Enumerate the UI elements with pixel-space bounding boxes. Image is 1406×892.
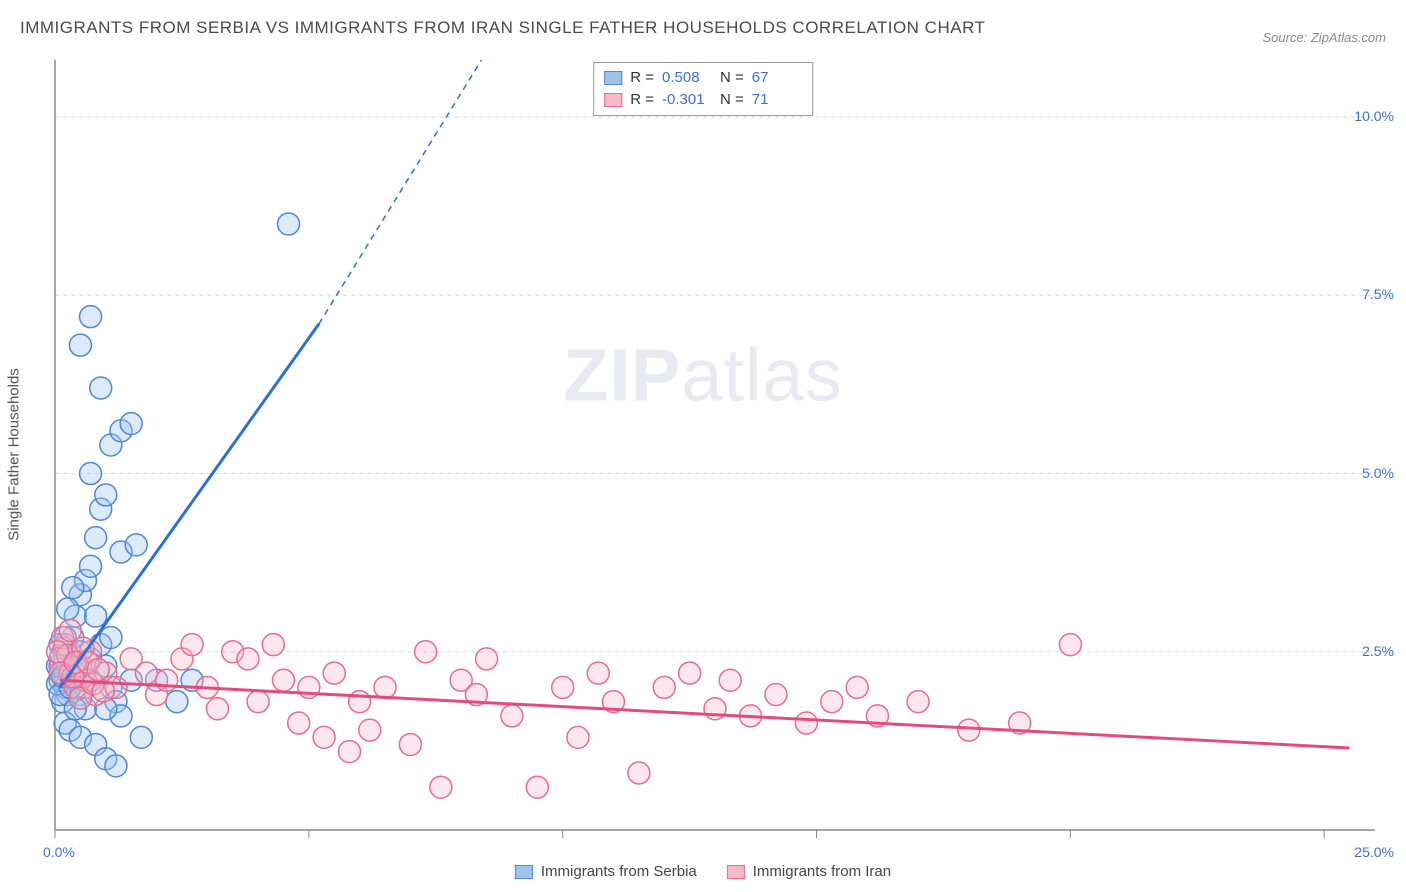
legend-n-label: N = (720, 89, 744, 111)
correlation-scatter-chart (0, 0, 1406, 892)
legend-stats-row-serbia: R = 0.508 N = 67 (604, 67, 802, 89)
legend-r-value-iran: -0.301 (662, 89, 712, 111)
legend-stats-box: R = 0.508 N = 67 R = -0.301 N = 71 (593, 62, 813, 116)
legend-item-serbia: Immigrants from Serbia (515, 863, 697, 880)
x-tick-label: 0.0% (43, 844, 75, 860)
legend-bottom-label-iran: Immigrants from Iran (753, 863, 891, 880)
x-tick-label: 25.0% (1354, 844, 1394, 860)
legend-r-label: R = (630, 89, 654, 111)
legend-stats-row-iran: R = -0.301 N = 71 (604, 89, 802, 111)
legend-n-label: N = (720, 67, 744, 89)
legend-r-value-serbia: 0.508 (662, 67, 712, 89)
legend-item-iran: Immigrants from Iran (727, 863, 891, 880)
y-tick-label: 5.0% (1362, 465, 1394, 481)
legend-bottom-swatch-serbia (515, 865, 533, 879)
legend-r-label: R = (630, 67, 654, 89)
legend-n-value-iran: 71 (752, 89, 802, 111)
y-tick-label: 2.5% (1362, 643, 1394, 659)
legend-swatch-iran (604, 93, 622, 107)
legend-bottom: Immigrants from Serbia Immigrants from I… (515, 863, 891, 880)
legend-bottom-label-serbia: Immigrants from Serbia (541, 863, 697, 880)
legend-bottom-swatch-iran (727, 865, 745, 879)
y-tick-label: 7.5% (1362, 286, 1394, 302)
legend-swatch-serbia (604, 71, 622, 85)
y-tick-label: 10.0% (1354, 108, 1394, 124)
legend-n-value-serbia: 67 (752, 67, 802, 89)
